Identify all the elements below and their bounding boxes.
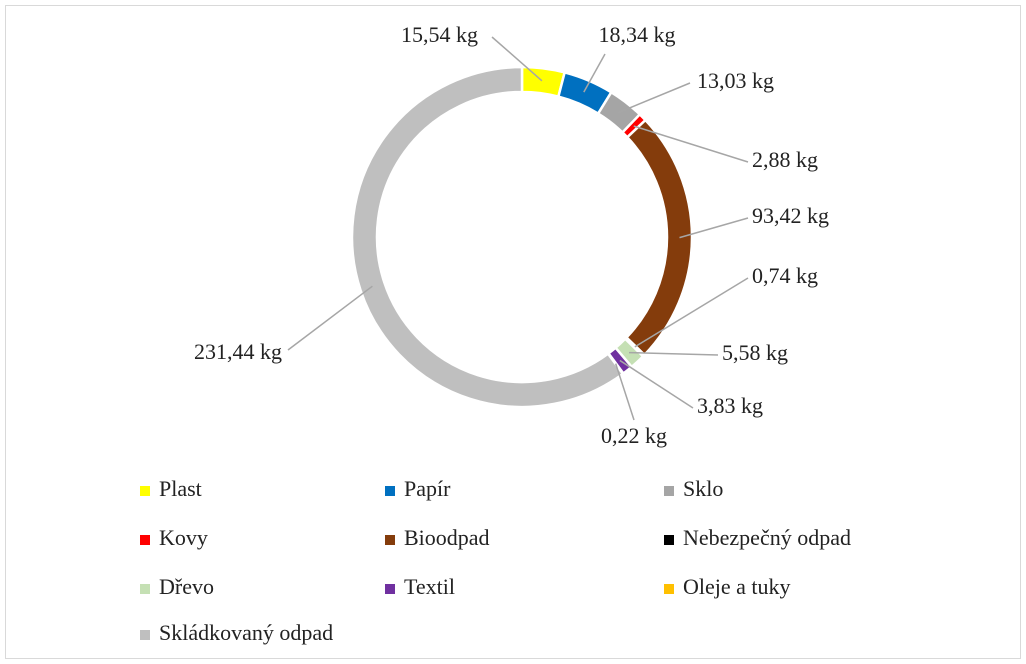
leader-line [287,285,373,351]
data-label: 13,03 kg [697,68,774,93]
leader-line [619,359,694,409]
leader-line [618,82,691,114]
legend-marker [664,584,674,594]
legend-label: Textil [404,574,455,599]
legend-label: Kovy [159,525,208,550]
data-label: 231,44 kg [194,339,282,364]
leader-line [679,217,749,239]
leader-line [628,351,719,356]
legend-marker [385,486,395,496]
data-label: 5,58 kg [722,340,788,365]
chart-border [5,5,1021,659]
legend-label: Papír [404,476,451,501]
data-label: 18,34 kg [599,22,676,47]
legend-marker [664,535,674,545]
legend-label: Dřevo [159,574,214,599]
leader-line [634,277,749,348]
legend-label: Oleje a tuky [683,574,791,599]
legend-label: Plast [159,476,202,501]
leader-line [583,53,606,93]
legend-label: Nebezpečný odpad [683,525,851,550]
legend-marker [140,584,150,594]
data-label: 0,74 kg [752,263,818,288]
leader-line [633,125,749,163]
legend-marker [140,535,150,545]
data-label: 93,42 kg [752,203,829,228]
legend-label: Sklo [683,476,723,501]
legend-marker [664,486,674,496]
leader-line [614,363,635,421]
data-label: 15,54 kg [401,22,478,47]
legend-marker [385,584,395,594]
legend-marker [385,535,395,545]
data-label: 2,88 kg [752,147,818,172]
legend-label: Skládkovaný odpad [159,620,333,645]
legend-label: Bioodpad [404,525,490,550]
legend-marker [140,630,150,640]
leader-line [491,36,543,82]
legend-marker [140,486,150,496]
data-label: 0,22 kg [601,423,667,448]
donut-slice [350,65,625,409]
data-label: 3,83 kg [697,393,763,418]
